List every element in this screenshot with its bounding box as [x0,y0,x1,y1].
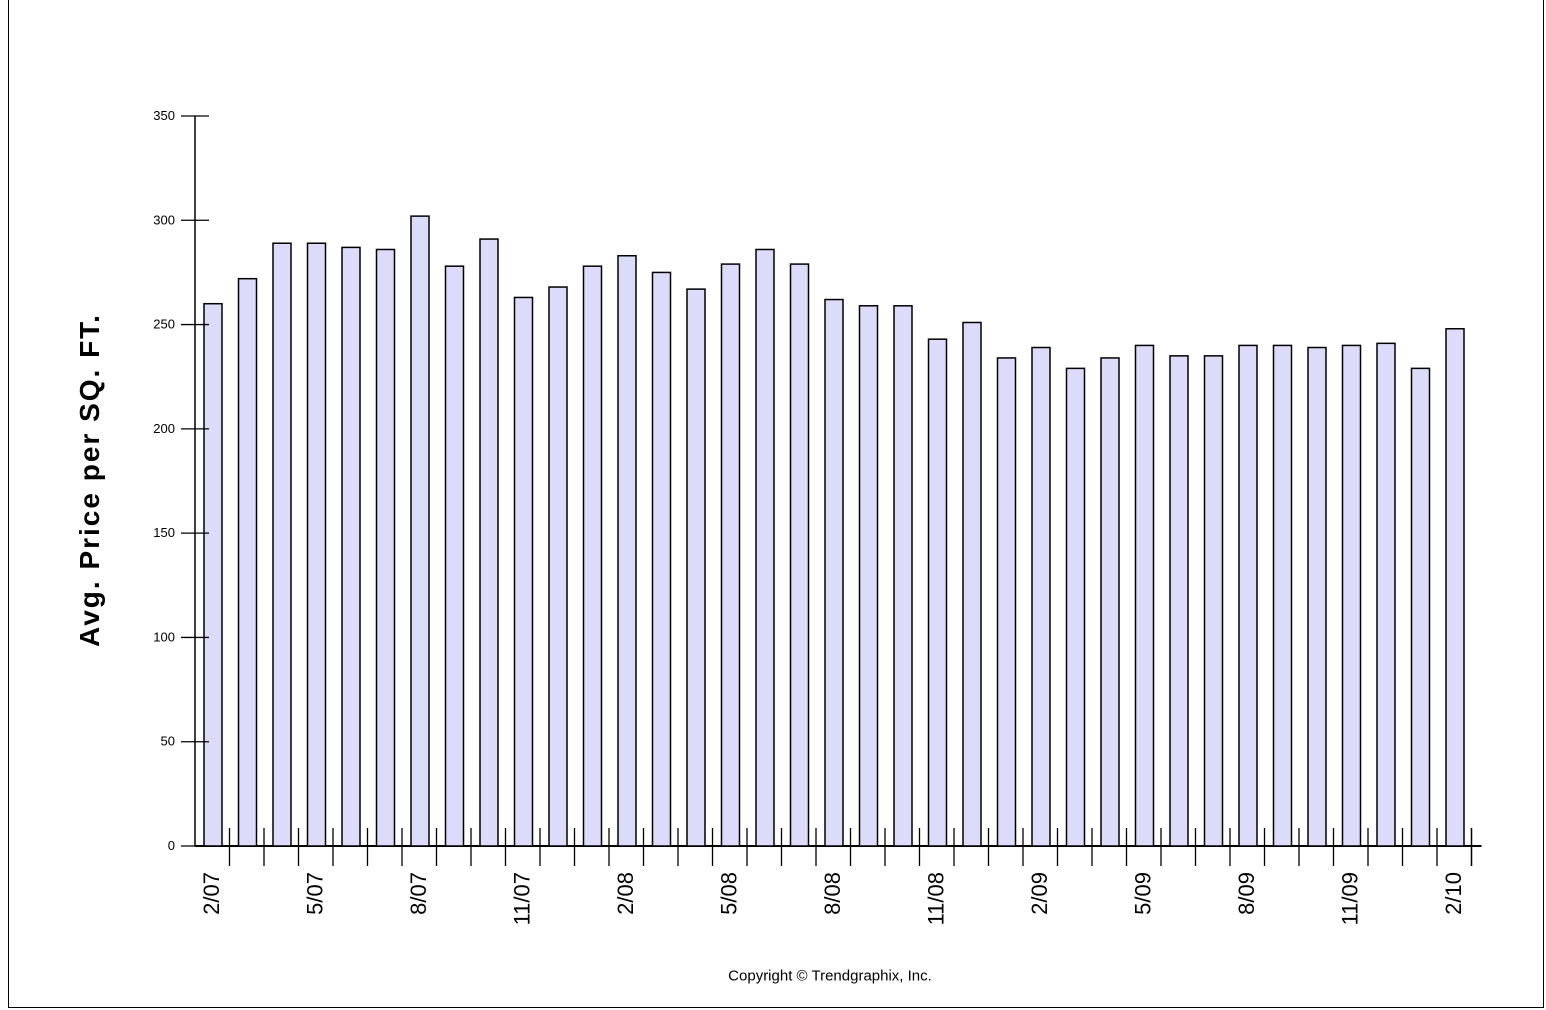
bar [1445,327,1465,847]
bar [651,271,672,847]
y-tick-label: 350 [153,108,175,123]
bar [1100,357,1120,847]
x-tick-label: 5/07 [303,872,328,915]
x-tick-label: 2/09 [1027,872,1052,915]
bar [548,286,568,847]
x-tick-label: 8/07 [406,872,431,915]
bar [306,242,327,847]
x-tick-label: 11/07 [510,872,535,925]
bar [582,265,603,847]
bar [1203,355,1224,847]
bar [1341,344,1362,847]
bar [203,302,223,847]
bar [927,338,948,847]
bars [203,215,1465,847]
y-tick-label: 100 [153,629,175,644]
bar [237,277,258,847]
bar [479,238,499,847]
bar [1272,344,1293,847]
bar [272,242,292,847]
y-axis-label: Avg. Price per SQ. FT. [74,313,105,647]
bar [410,215,430,847]
x-tick-label: 5/08 [717,872,742,915]
x-tick-label: 11/09 [1338,872,1363,925]
bar [1134,344,1155,847]
y-tick-label: 200 [153,421,175,436]
bar [341,246,361,847]
bar [996,357,1017,847]
y-tick-label: 0 [168,838,175,853]
y-ticks: 0 50 100 150 200 250 300 350 [153,108,209,853]
bar [1376,342,1396,847]
x-tick-label: 8/08 [820,872,845,915]
bar [444,265,465,847]
bar [1169,355,1189,847]
bar [962,321,982,847]
bar [686,288,706,847]
bar [1031,346,1051,847]
x-tick-label: 11/08 [924,872,949,925]
bar [789,263,810,847]
y-tick-label: 150 [153,525,175,540]
bar [513,296,534,847]
bar [893,305,913,847]
bar [720,263,741,847]
y-tick-label: 250 [153,317,175,332]
y-tick-label: 50 [161,734,175,749]
bar [617,254,637,847]
chart-frame [8,0,1544,1008]
bar [858,305,879,847]
x-tick-label: 2/08 [613,872,638,915]
bar [824,298,844,847]
x-tick-label: 2/07 [199,872,224,915]
copyright-text: Copyright © Trendgraphix, Inc. [728,967,932,985]
bar [1410,367,1431,847]
bar [1307,346,1327,847]
bar [375,248,396,847]
bar [755,248,775,847]
y-tick-label: 300 [153,212,175,227]
bar [1065,367,1086,847]
x-tick-label: 8/09 [1234,872,1259,915]
x-tick-label: 2/10 [1441,872,1466,915]
bar [1238,344,1258,847]
x-ticks: 2/07 5/07 8/07 11/07 2/08 5/08 8/08 11/08 2/09 5/… [199,828,1473,925]
x-tick-label: 5/09 [1131,872,1156,915]
